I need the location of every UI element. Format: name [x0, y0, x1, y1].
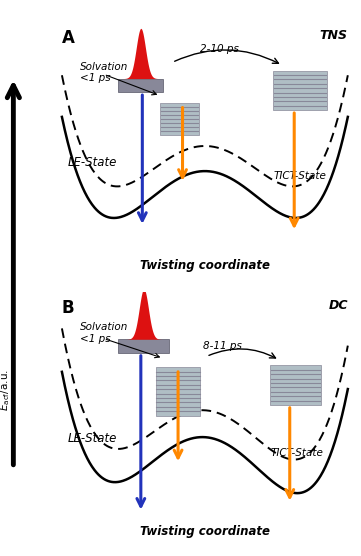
- Text: DC: DC: [328, 299, 348, 312]
- Text: LE-State: LE-State: [68, 433, 117, 445]
- Bar: [273, 71, 327, 110]
- Bar: [156, 367, 200, 416]
- Text: $E_{\rm acf}$/a.u.: $E_{\rm acf}$/a.u.: [0, 369, 12, 411]
- Bar: [270, 365, 321, 405]
- Text: TICT-State: TICT-State: [273, 171, 326, 181]
- Text: Solvation
<1 ps: Solvation <1 ps: [80, 322, 128, 344]
- Text: TNS: TNS: [320, 29, 348, 42]
- Bar: [160, 103, 199, 135]
- Text: B: B: [62, 299, 74, 317]
- Text: LE-State: LE-State: [68, 156, 117, 168]
- Text: 8-11 ps: 8-11 ps: [203, 341, 242, 351]
- Text: 2-10 ps: 2-10 ps: [200, 44, 239, 54]
- Text: TICT-State: TICT-State: [270, 448, 323, 458]
- Text: Solvation
<1 ps: Solvation <1 ps: [80, 62, 128, 83]
- Text: Twisting coordinate: Twisting coordinate: [140, 259, 270, 271]
- Bar: [118, 339, 169, 353]
- Text: A: A: [62, 29, 75, 47]
- Text: Twisting coordinate: Twisting coordinate: [140, 525, 270, 538]
- Bar: [118, 78, 163, 92]
